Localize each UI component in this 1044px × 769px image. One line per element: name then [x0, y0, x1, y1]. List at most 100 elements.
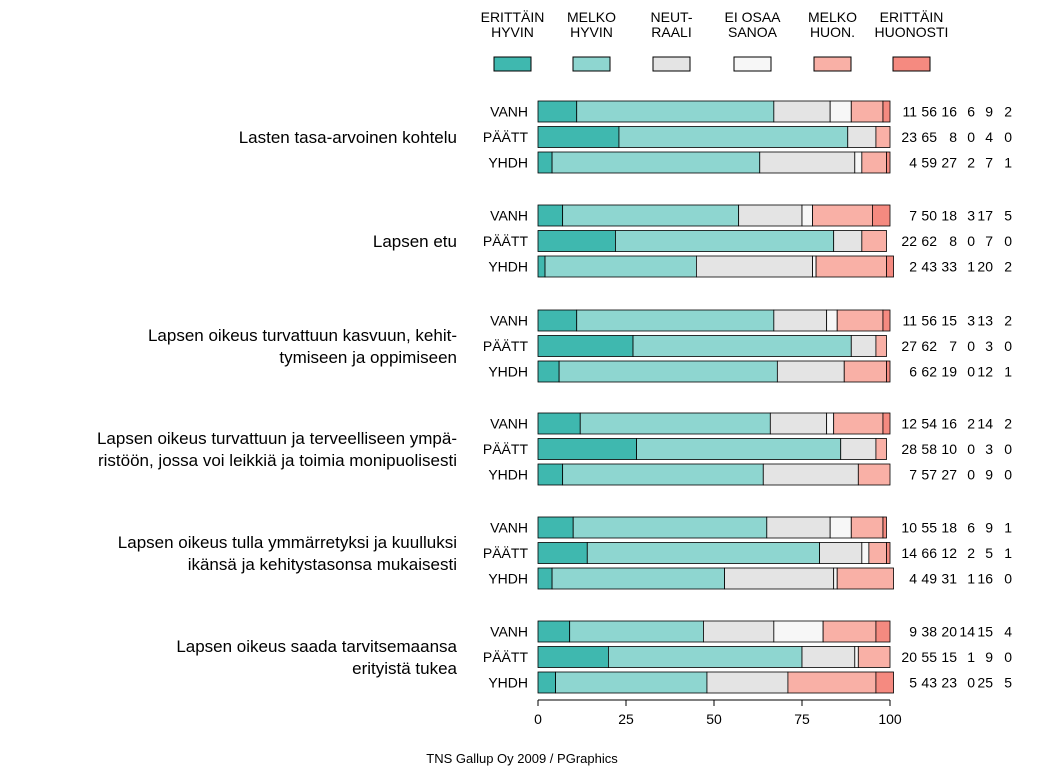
bar-segment [861, 151, 887, 174]
bar-segment [766, 516, 831, 539]
legend-label-0: HYVIN [491, 24, 534, 40]
legend-label-1: MELKO [567, 9, 616, 25]
bar-segment [840, 438, 877, 460]
bar-segment [886, 360, 891, 383]
legend-label-4: HUON. [810, 24, 855, 40]
value-label: 12 [941, 545, 957, 561]
value-label: 56 [921, 104, 937, 120]
bar-segment [562, 463, 764, 486]
value-label: 2 [1004, 104, 1012, 120]
value-label: 62 [921, 338, 937, 354]
value-label: 15 [941, 649, 957, 665]
bar-segment [776, 360, 845, 383]
bar-segment [636, 438, 842, 460]
bar-segment [854, 646, 859, 668]
value-label: 2 [967, 416, 975, 432]
value-label: 43 [921, 259, 937, 275]
bar-segment [854, 151, 863, 174]
source-footer: TNS Gallup Oy 2009 / PGraphics [426, 751, 618, 766]
bar-segment [861, 542, 870, 564]
bar-segment [537, 463, 564, 486]
bar-segment [537, 542, 588, 564]
group-label: Lapsen etu [373, 232, 457, 251]
value-label: 3 [967, 208, 975, 224]
bar-segment [537, 646, 609, 668]
row-label: YHDH [488, 467, 528, 483]
value-label: 23 [901, 129, 917, 145]
value-label: 20 [941, 624, 957, 640]
value-label: 7 [909, 467, 917, 483]
group-label: Lapsen oikeus tulla ymmärretyksi ja kuul… [118, 533, 457, 552]
value-label: 1 [1004, 545, 1012, 561]
value-label: 13 [977, 313, 993, 329]
bar-segment [724, 567, 835, 590]
bar-segment [875, 438, 887, 460]
value-label: 11 [902, 313, 917, 329]
bar-segment [579, 412, 771, 435]
bar-segment [537, 438, 637, 460]
value-label: 19 [941, 364, 957, 380]
bar-segment [551, 567, 725, 590]
value-label: 1 [967, 571, 975, 587]
value-label: 10 [901, 520, 917, 536]
value-label: 43 [921, 675, 937, 691]
row-label: PÄÄTT [483, 233, 529, 249]
legend-label-3: SANOA [728, 24, 778, 40]
legend-label-0: ERITTÄIN [481, 9, 545, 25]
bar-segment [615, 230, 835, 252]
bar-segment [759, 151, 856, 174]
row-label: PÄÄTT [483, 441, 529, 457]
bar-segment [886, 255, 894, 278]
value-label: 10 [941, 441, 957, 457]
bar-segment [801, 204, 813, 227]
value-label: 3 [985, 338, 993, 354]
group-label: Lapsen oikeus turvattuun kasvuun, kehit- [148, 326, 457, 345]
value-label: 28 [901, 441, 917, 457]
bar-segment [537, 412, 581, 435]
value-label: 50 [921, 208, 937, 224]
value-label: 0 [1004, 441, 1012, 457]
bar-segment [850, 516, 884, 539]
bar-segment [843, 360, 887, 383]
bar-segment [537, 309, 578, 332]
value-label: 14 [977, 416, 993, 432]
legend-swatch-0 [493, 56, 532, 72]
bar-segment [706, 671, 789, 694]
bar-segment [815, 255, 887, 278]
value-label: 27 [941, 155, 957, 171]
value-label: 7 [949, 338, 957, 354]
value-label: 49 [921, 571, 937, 587]
bar-segment [886, 542, 891, 564]
bar-segment [769, 412, 828, 435]
bar-segment [882, 412, 891, 435]
bar-segment [576, 309, 775, 332]
bar-segment [537, 100, 578, 123]
value-label: 0 [1004, 338, 1012, 354]
value-label: 6 [967, 520, 975, 536]
bar-segment [826, 309, 838, 332]
bar-segment [822, 620, 877, 643]
bar-segment [833, 412, 884, 435]
legend-label-3: EI OSAA [724, 9, 781, 25]
value-label: 12 [977, 364, 993, 380]
value-label: 0 [967, 338, 975, 354]
bar-segment [562, 204, 740, 227]
bar-segment [576, 100, 775, 123]
bar-segment [569, 620, 704, 643]
value-label: 20 [901, 649, 917, 665]
value-label: 7 [985, 233, 993, 249]
bar-segment [537, 567, 553, 590]
bar-segment [537, 335, 634, 357]
legend-label-4: MELKO [808, 9, 857, 25]
bar-segment [857, 463, 891, 486]
legend-label-2: NEUT- [651, 9, 693, 25]
row-label: VANH [490, 624, 528, 640]
value-label: 18 [941, 208, 957, 224]
value-label: 14 [959, 624, 975, 640]
group-label: erityistä tukea [352, 659, 457, 678]
bar-segment [801, 646, 856, 668]
value-label: 9 [909, 624, 917, 640]
bar-segment [762, 463, 859, 486]
row-label: VANH [490, 416, 528, 432]
